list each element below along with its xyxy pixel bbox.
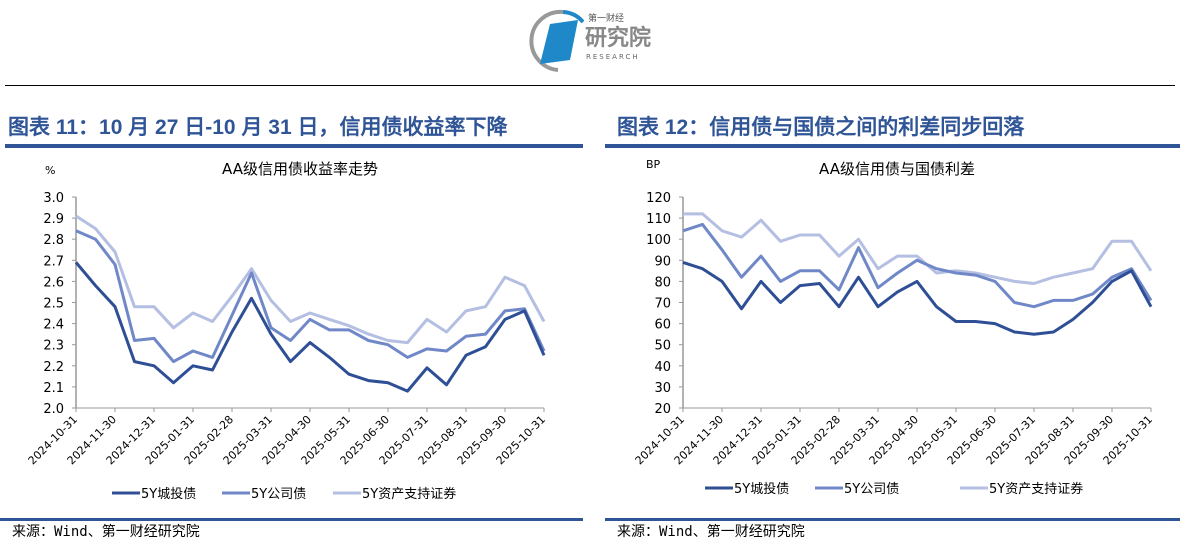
legend-label: 5Y城投债 bbox=[141, 486, 196, 502]
y-tick-label: 120 bbox=[646, 191, 671, 206]
y-tick-label: 2.4 bbox=[43, 318, 64, 333]
y-tick-label: 50 bbox=[654, 339, 671, 354]
figure-12-source-bar bbox=[605, 518, 1180, 521]
legend-label: 5Y公司债 bbox=[251, 487, 306, 502]
y-tick-label: 70 bbox=[654, 297, 671, 312]
legend-label: 5Y资产支持证券 bbox=[989, 481, 1083, 497]
y-tick-label: 110 bbox=[646, 212, 671, 227]
figure-12-title-bar bbox=[605, 144, 1180, 148]
y-tick-label: 2.2 bbox=[43, 360, 64, 375]
y-tick-label: 30 bbox=[654, 381, 671, 396]
y-tick-label: 60 bbox=[654, 318, 671, 333]
y-tick-label: 2.6 bbox=[43, 275, 64, 290]
yield-chart: AA级信用债收益率走势% 2.0 2.1 2.2 2.3 2.4 2.5 2.6 2.7 2.8 2… bbox=[26, 160, 548, 502]
y-tick-label: 80 bbox=[654, 275, 671, 290]
chart-title: AA级信用债与国债利差 bbox=[819, 160, 975, 178]
logo-text-research: RESEARCH bbox=[586, 53, 640, 61]
y-tick-label: 2.7 bbox=[43, 254, 64, 269]
series-line-2 bbox=[75, 214, 546, 345]
y-tick-label: 20 bbox=[654, 402, 671, 417]
header-divider bbox=[5, 85, 1175, 86]
series-line-2 bbox=[683, 212, 1153, 285]
y-tick-label: 2.8 bbox=[43, 233, 64, 248]
logo bbox=[528, 8, 585, 72]
y-tick-label: 2.1 bbox=[43, 381, 64, 396]
series-line-0 bbox=[682, 260, 1153, 336]
y-tick-label: 3.0 bbox=[43, 191, 64, 206]
legend-label: 5Y资产支持证券 bbox=[362, 486, 456, 502]
y-tick-label: 2.9 bbox=[43, 212, 64, 227]
series-line-1 bbox=[682, 222, 1153, 309]
legend-label: 5Y城投债 bbox=[734, 481, 789, 497]
series-line-1 bbox=[75, 229, 546, 364]
series-line-0 bbox=[74, 261, 546, 393]
chart-title: AA级信用债收益率走势 bbox=[222, 160, 378, 178]
figure-11-title-bar bbox=[5, 144, 583, 148]
legend-label: 5Y公司债 bbox=[844, 482, 899, 497]
y-tick-label: 2.5 bbox=[43, 297, 64, 312]
y-axis-unit: BP bbox=[646, 158, 661, 171]
logo-text-brand: 第一财经 bbox=[588, 14, 625, 24]
y-tick-label: 2.3 bbox=[43, 339, 64, 354]
y-tick-label: 90 bbox=[654, 254, 671, 269]
y-tick-label: 100 bbox=[646, 233, 671, 248]
figure-11-title: 图表 11：10 月 27 日-10 月 31 日，信用债收益率下降 bbox=[8, 116, 508, 139]
y-tick-label: 40 bbox=[654, 360, 671, 375]
y-axis-unit: % bbox=[45, 164, 55, 177]
y-tick-label: 2.0 bbox=[43, 402, 64, 417]
spread-chart: AA级信用债与国债利差BP203040506070809010011012020… bbox=[633, 158, 1155, 497]
figure-12-title: 图表 12：信用债与国债之间的利差同步回落 bbox=[617, 116, 1025, 139]
figure-12-source: 来源：Wind、第一财经研究院 bbox=[617, 524, 805, 540]
logo-text-institute: 研究院 bbox=[585, 26, 652, 51]
figure-11-source-bar bbox=[0, 518, 583, 521]
logo-icon bbox=[529, 9, 585, 72]
figure-11-source: 来源：Wind、第一财经研究院 bbox=[12, 524, 200, 540]
